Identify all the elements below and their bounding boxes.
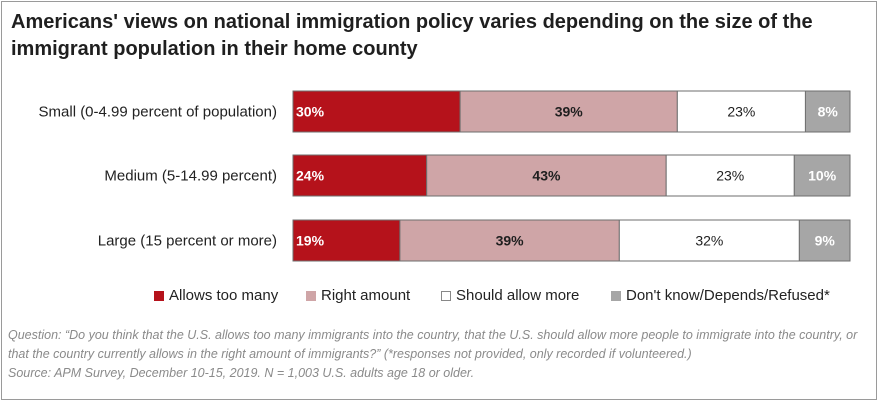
legend-swatch-dont-know xyxy=(611,290,621,301)
legend-label-right-amount: Right amount xyxy=(321,287,411,304)
category-label-medium: Medium (5-14.99 percent) xyxy=(104,168,277,185)
bar-large-should-allow-more xyxy=(618,219,800,262)
footnote: Question: “Do you think that the U.S. al… xyxy=(8,326,874,383)
data-label-large-right-amount: 39% xyxy=(496,233,525,249)
data-label-medium-should-allow-more: 23% xyxy=(716,168,744,184)
bar-small-should-allow-more xyxy=(676,90,806,133)
bar-medium-right-amount xyxy=(426,154,667,197)
footnote-source: Source: APM Survey, December 10-15, 2019… xyxy=(8,366,475,380)
legend-item-should-allow-more: Should allow more xyxy=(441,287,579,304)
bar-medium-dont-know xyxy=(793,154,851,197)
data-label-large-should-allow-more: 32% xyxy=(695,233,723,249)
data-label-large-allows-too-many: 19% xyxy=(296,233,325,249)
bar-large-dont-know xyxy=(798,219,851,262)
bar-small-dont-know xyxy=(804,90,851,133)
data-label-medium-right-amount: 43% xyxy=(532,168,561,184)
data-label-small-should-allow-more: 23% xyxy=(727,104,755,120)
chart-title: Americans' views on national immigration… xyxy=(11,11,813,60)
bar-medium-should-allow-more xyxy=(665,154,795,197)
footnote-question: Question: “Do you think that the U.S. al… xyxy=(8,328,858,361)
legend-item-allows-too-many: Allows too many xyxy=(154,287,278,304)
bar-small-right-amount xyxy=(459,90,678,133)
legend-label-should-allow-more: Should allow more xyxy=(456,287,580,304)
category-label-large: Large (15 percent or more) xyxy=(98,233,277,250)
data-label-small-dont-know: 8% xyxy=(818,104,839,120)
bar-medium-allows-too-many xyxy=(292,154,428,197)
legend-swatch-right-amount xyxy=(306,290,316,301)
data-label-medium-dont-know: 10% xyxy=(808,168,837,184)
data-label-large-dont-know: 9% xyxy=(815,233,836,249)
stacked-bar-chart: Small (0-4.99 percent of population) 30% 3… xyxy=(39,90,851,262)
category-label-small: Small (0-4.99 percent of population) xyxy=(39,104,277,121)
legend-label-allows-too-many: Allows too many xyxy=(169,287,279,304)
data-label-medium-allows-too-many: 24% xyxy=(296,168,325,184)
legend-swatch-allows-too-many xyxy=(154,290,164,301)
chart-legend: Allows too many Right amount Should allo… xyxy=(0,287,880,309)
legend-swatch-should-allow-more xyxy=(441,290,451,301)
legend-item-dont-know: Don't know/Depends/Refused* xyxy=(611,287,830,304)
data-label-small-right-amount: 39% xyxy=(555,104,584,120)
legend-label-dont-know: Don't know/Depends/Refused* xyxy=(626,287,830,304)
legend-item-right-amount: Right amount xyxy=(306,287,410,304)
data-label-small-allows-too-many: 30% xyxy=(296,104,325,120)
bar-large-right-amount xyxy=(399,219,620,262)
